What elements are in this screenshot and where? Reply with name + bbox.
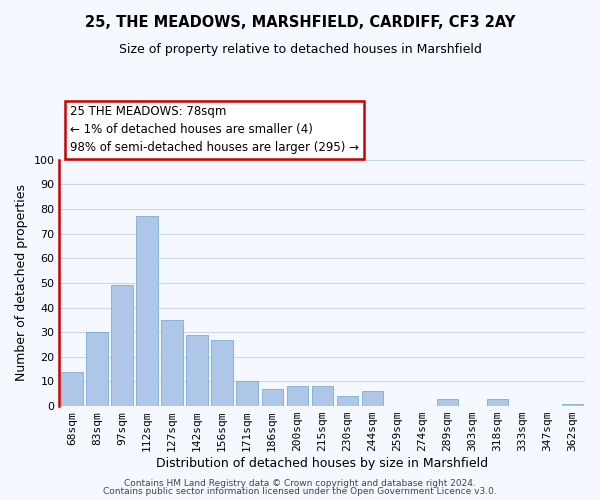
Bar — [562, 404, 583, 406]
Bar — [362, 392, 383, 406]
Bar — [311, 386, 333, 406]
Bar — [112, 286, 133, 406]
Text: Size of property relative to detached houses in Marshfield: Size of property relative to detached ho… — [119, 42, 481, 56]
Bar — [236, 382, 258, 406]
Bar — [136, 216, 158, 406]
Text: 25 THE MEADOWS: 78sqm
← 1% of detached houses are smaller (4)
98% of semi-detach: 25 THE MEADOWS: 78sqm ← 1% of detached h… — [70, 106, 359, 154]
Bar — [211, 340, 233, 406]
Bar — [161, 320, 182, 406]
Y-axis label: Number of detached properties: Number of detached properties — [15, 184, 28, 382]
Text: Contains public sector information licensed under the Open Government Licence v3: Contains public sector information licen… — [103, 487, 497, 496]
Bar — [61, 372, 83, 406]
Text: 25, THE MEADOWS, MARSHFIELD, CARDIFF, CF3 2AY: 25, THE MEADOWS, MARSHFIELD, CARDIFF, CF… — [85, 15, 515, 30]
X-axis label: Distribution of detached houses by size in Marshfield: Distribution of detached houses by size … — [156, 457, 488, 470]
Bar — [187, 334, 208, 406]
Bar — [287, 386, 308, 406]
Text: Contains HM Land Registry data © Crown copyright and database right 2024.: Contains HM Land Registry data © Crown c… — [124, 478, 476, 488]
Bar — [337, 396, 358, 406]
Bar — [262, 389, 283, 406]
Bar — [86, 332, 107, 406]
Bar — [437, 398, 458, 406]
Bar — [487, 398, 508, 406]
